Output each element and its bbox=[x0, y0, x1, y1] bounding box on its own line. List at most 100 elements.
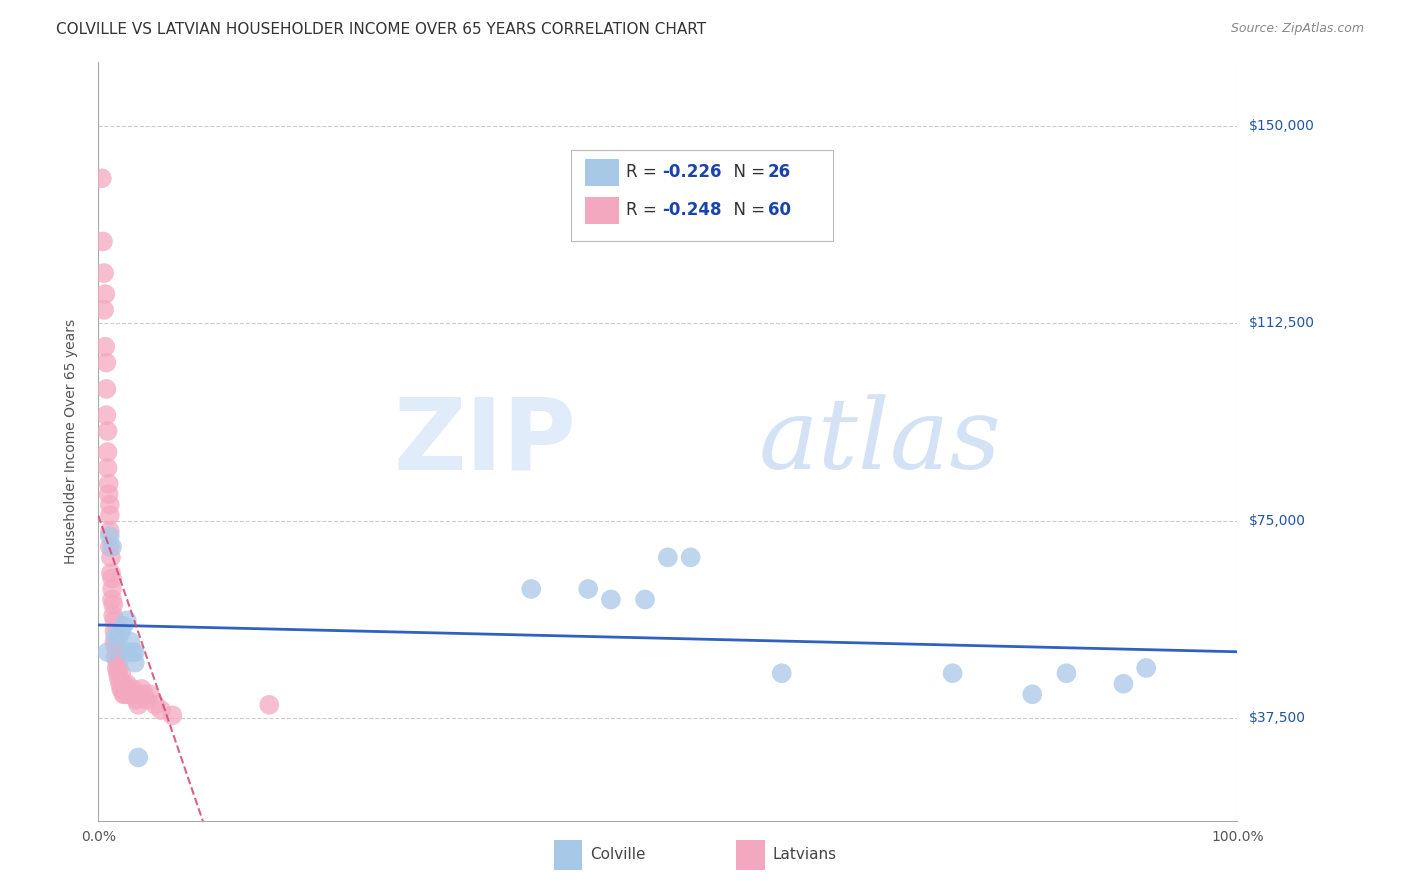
Text: 26: 26 bbox=[768, 163, 792, 181]
Point bbox=[110, 624, 132, 639]
Point bbox=[96, 424, 118, 438]
Text: ZIP: ZIP bbox=[394, 393, 576, 490]
Point bbox=[97, 487, 120, 501]
Point bbox=[112, 619, 135, 633]
Point bbox=[94, 287, 117, 301]
Point bbox=[103, 624, 125, 639]
Bar bbox=[585, 159, 619, 186]
Bar bbox=[554, 839, 582, 870]
Point bbox=[101, 582, 124, 596]
Point bbox=[121, 681, 143, 696]
Point bbox=[117, 681, 139, 696]
Text: N =: N = bbox=[723, 163, 770, 181]
Point bbox=[96, 461, 118, 475]
Point bbox=[108, 677, 131, 691]
Point bbox=[98, 508, 121, 523]
Point bbox=[103, 634, 125, 648]
Text: $150,000: $150,000 bbox=[1249, 119, 1315, 133]
Point bbox=[104, 629, 127, 643]
Point bbox=[112, 687, 135, 701]
Point bbox=[121, 645, 143, 659]
Point bbox=[103, 614, 125, 628]
Point bbox=[120, 687, 142, 701]
Point bbox=[107, 666, 129, 681]
Point bbox=[114, 681, 136, 696]
Point bbox=[100, 550, 122, 565]
Point bbox=[90, 171, 112, 186]
Y-axis label: Householder Income Over 65 years: Householder Income Over 65 years bbox=[63, 319, 77, 564]
Point bbox=[96, 645, 118, 659]
Point bbox=[93, 266, 115, 280]
Point bbox=[124, 687, 146, 701]
Point bbox=[103, 608, 125, 623]
Point bbox=[115, 677, 138, 691]
Point bbox=[162, 708, 184, 723]
Point bbox=[114, 687, 136, 701]
Point bbox=[104, 640, 127, 654]
Point bbox=[124, 645, 146, 659]
Point bbox=[103, 598, 125, 612]
Point bbox=[96, 445, 118, 459]
Point bbox=[107, 656, 129, 670]
Point bbox=[110, 666, 132, 681]
Point bbox=[118, 687, 141, 701]
Point bbox=[101, 592, 124, 607]
Point bbox=[135, 692, 157, 706]
Point bbox=[576, 582, 599, 596]
Point bbox=[132, 687, 155, 701]
Point bbox=[93, 302, 115, 317]
Point bbox=[520, 582, 543, 596]
Point bbox=[124, 656, 146, 670]
Point bbox=[127, 750, 149, 764]
Text: R =: R = bbox=[626, 163, 662, 181]
Point bbox=[104, 650, 127, 665]
Point bbox=[634, 592, 657, 607]
Point bbox=[96, 408, 118, 422]
Point bbox=[96, 382, 118, 396]
Text: $112,500: $112,500 bbox=[1249, 316, 1315, 330]
Point bbox=[108, 629, 131, 643]
Point bbox=[94, 340, 117, 354]
Text: Latvians: Latvians bbox=[773, 847, 837, 863]
Point bbox=[100, 566, 122, 581]
Text: N =: N = bbox=[723, 202, 770, 219]
Point bbox=[105, 645, 128, 659]
Point bbox=[98, 540, 121, 554]
Point bbox=[131, 681, 153, 696]
Bar bbox=[585, 196, 619, 224]
Text: -0.226: -0.226 bbox=[662, 163, 721, 181]
Point bbox=[115, 614, 138, 628]
Point bbox=[112, 677, 135, 691]
Point bbox=[111, 681, 134, 696]
FancyBboxPatch shape bbox=[571, 150, 832, 241]
Point bbox=[105, 661, 128, 675]
Point bbox=[97, 476, 120, 491]
Point bbox=[98, 498, 121, 512]
Point bbox=[259, 698, 281, 712]
Point bbox=[145, 698, 167, 712]
Point bbox=[150, 703, 173, 717]
Point bbox=[115, 645, 138, 659]
Point bbox=[1054, 666, 1078, 681]
Text: Source: ZipAtlas.com: Source: ZipAtlas.com bbox=[1230, 22, 1364, 36]
Point bbox=[125, 692, 148, 706]
Point bbox=[1112, 677, 1135, 691]
Text: $37,500: $37,500 bbox=[1249, 711, 1305, 725]
Point bbox=[108, 672, 131, 686]
Point bbox=[108, 661, 131, 675]
Text: Colville: Colville bbox=[591, 847, 645, 863]
Text: 60: 60 bbox=[768, 202, 792, 219]
Point bbox=[98, 524, 121, 538]
Point bbox=[679, 550, 702, 565]
Point bbox=[1135, 661, 1157, 675]
Point bbox=[98, 529, 121, 543]
Point bbox=[657, 550, 679, 565]
Point bbox=[91, 235, 114, 249]
Text: -0.248: -0.248 bbox=[662, 202, 721, 219]
Text: $75,000: $75,000 bbox=[1249, 514, 1305, 527]
Point bbox=[138, 687, 160, 701]
Text: atlas: atlas bbox=[759, 394, 1001, 489]
Point bbox=[101, 540, 124, 554]
Point bbox=[110, 681, 132, 696]
Point bbox=[1021, 687, 1043, 701]
